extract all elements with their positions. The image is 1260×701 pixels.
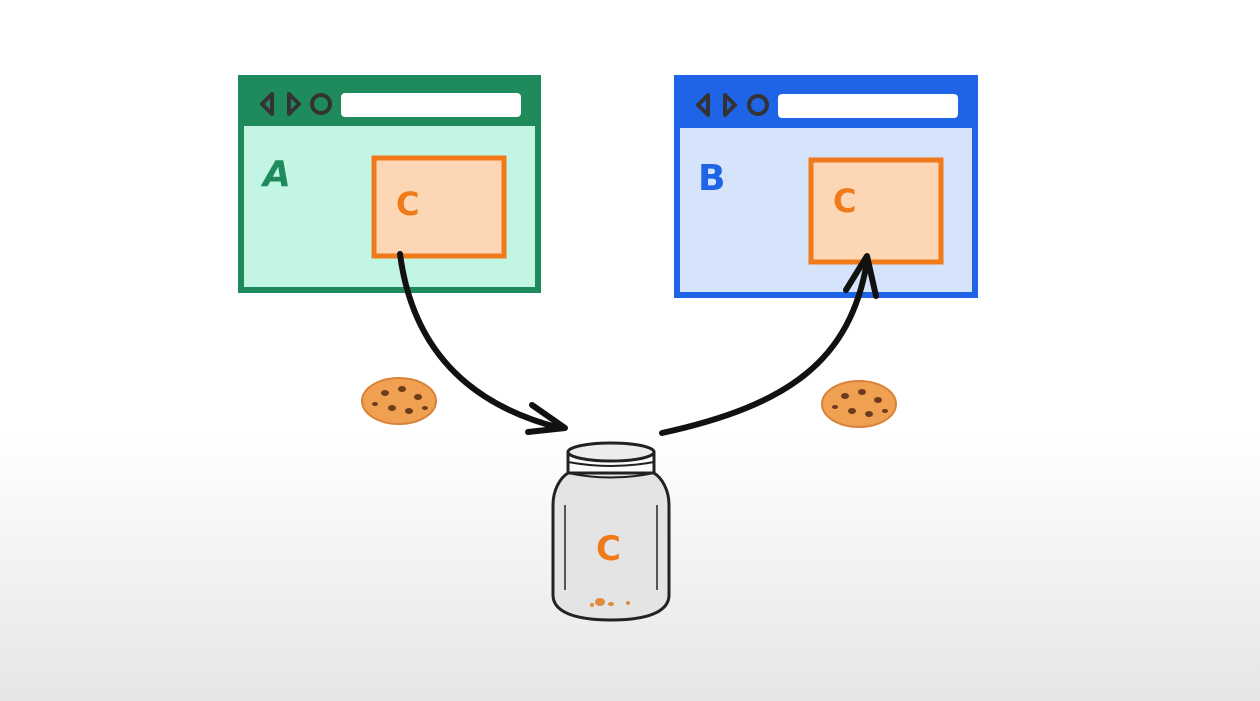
embedded-frame-a	[371, 155, 507, 259]
browser-window-a: A C	[238, 75, 541, 293]
reload-icon	[310, 93, 332, 115]
address-bar-a	[341, 93, 521, 117]
site-a-label: A	[260, 154, 291, 195]
cookie-icon	[361, 377, 437, 425]
embedded-frame-b-label: C	[833, 182, 856, 220]
embedded-frame-b	[808, 157, 944, 265]
embedded-frame-a-label: C	[396, 185, 419, 223]
forward-icon	[723, 93, 737, 117]
back-icon	[260, 92, 274, 116]
browser-window-b: B C	[674, 75, 978, 298]
arrow-to-jar	[397, 251, 568, 435]
address-bar-b	[778, 94, 958, 118]
arrowhead-icon	[525, 402, 568, 435]
back-icon	[696, 93, 710, 117]
site-b-label: B	[698, 158, 725, 199]
cookie-icon	[821, 380, 897, 428]
jar-label: C	[596, 529, 621, 569]
forward-icon	[287, 92, 301, 116]
arrow-from-jar	[659, 253, 879, 436]
arrowhead-icon	[843, 253, 879, 299]
jar-icon	[551, 441, 671, 622]
reload-icon	[747, 94, 769, 116]
